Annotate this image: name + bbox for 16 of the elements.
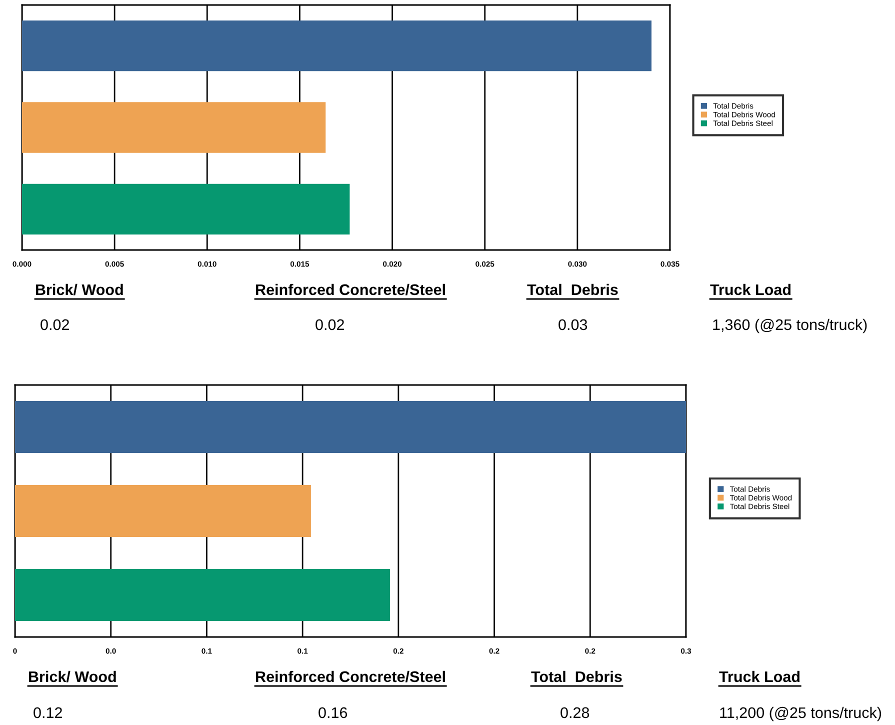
text: 0.16 (318, 707, 348, 718)
text: Truck Load (710, 284, 790, 296)
text: Reinforced Concrete/Steel (256, 670, 445, 682)
text: Total Debris (527, 284, 618, 296)
text: 0.02 (316, 319, 344, 330)
text: 0.12 (34, 707, 62, 718)
text: 0.02 (40, 319, 69, 330)
text: Truck Load (719, 670, 800, 682)
text: 0.28 (560, 707, 590, 718)
text: 1,360 (@25 tons/truck) (713, 318, 867, 334)
text: 11,200 (@25 tons/truck) (720, 706, 882, 722)
text: Brick/ Wood (36, 284, 123, 296)
text: Total Debris (531, 670, 622, 682)
text: Brick/ Wood (29, 670, 116, 682)
text: 0.03 (558, 319, 588, 330)
text: Reinforced Concrete/Steel (256, 284, 445, 296)
